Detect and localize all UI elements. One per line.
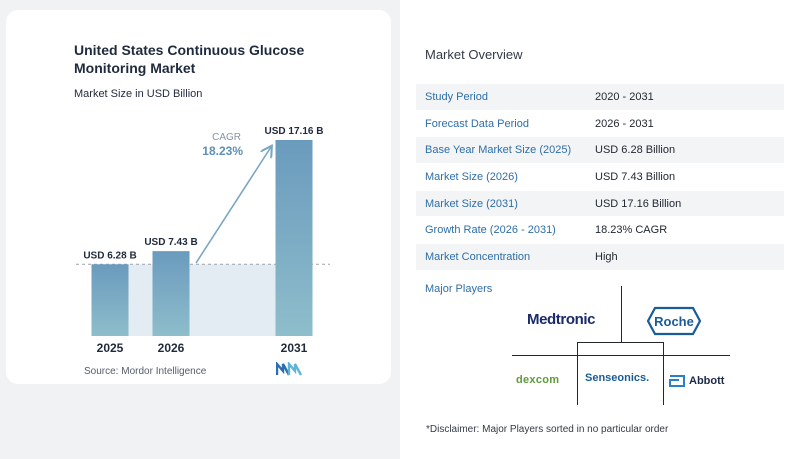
abbott-logo: Abbott [668, 374, 724, 388]
x-tick-2026: 2026 [158, 341, 185, 355]
roche-logo-text: Roche [654, 314, 694, 329]
row-value: 18.23% CAGR [595, 224, 668, 237]
divider [577, 342, 578, 405]
bar-chart: USD 6.28 B 2025 USD 7.43 B 2026 USD 17.16 B 2… [76, 126, 330, 355]
major-players-title: Major Players [425, 283, 493, 295]
bar-2025 [91, 264, 129, 336]
dexcom-logo: dexcom [516, 374, 560, 386]
row-value: USD 7.43 Billion [595, 170, 676, 183]
cagr-value: 18.23% [202, 144, 243, 158]
chart-subtitle: Market Size in USD Billion [74, 88, 203, 100]
overview-row: Growth Rate (2026 - 2031) 18.23% CAGR [416, 217, 784, 245]
data-label-2026: USD 7.43 B [144, 237, 197, 248]
chart-title: United States Continuous Glucose Monitor… [74, 42, 305, 76]
row-label: Market Concentration [425, 250, 531, 263]
x-tick-2031: 2031 [281, 341, 308, 355]
disclaimer: *Disclaimer: Major Players sorted in no … [426, 424, 669, 435]
mordor-intelligence-logo-icon [276, 362, 302, 376]
row-label: Market Size (2026) [425, 170, 518, 183]
data-label-2025: USD 6.28 B [83, 250, 136, 261]
overview-table: Study Period 2020 - 2031 Forecast Data Pe… [416, 84, 784, 271]
overview-row: Forecast Data Period 2026 - 2031 [416, 111, 784, 138]
cagr-label: CAGR [212, 132, 241, 143]
row-label: Growth Rate (2026 - 2031) [425, 224, 556, 237]
bar-2026 [152, 251, 190, 336]
row-value: 2026 - 2031 [595, 117, 654, 130]
overview-row: Base Year Market Size (2025) USD 6.28 Bil… [416, 137, 784, 165]
divider [621, 286, 622, 343]
divider [663, 342, 664, 405]
overview-title: Market Overview [425, 47, 523, 62]
roche-hexagon-icon: Roche [646, 306, 702, 336]
row-value: USD 17.16 Billion [595, 197, 682, 210]
row-label: Market Size (2031) [425, 197, 518, 210]
overview-row: Market Concentration High [416, 244, 784, 271]
row-label: Study Period [425, 90, 488, 103]
roche-logo: Roche [646, 306, 702, 341]
divider [512, 355, 730, 356]
row-value: High [595, 250, 618, 263]
x-tick-2025: 2025 [97, 341, 124, 355]
senseonics-logo: Senseonics. [585, 372, 650, 384]
row-value: USD 6.28 Billion [595, 144, 676, 157]
divider [577, 342, 664, 343]
data-label-2031: USD 17.16 B [265, 126, 324, 137]
overview-row: Market Size (2026) USD 7.43 Billion [416, 164, 784, 191]
baseline-band [128, 264, 276, 336]
overview-panel [400, 0, 800, 459]
row-value: 2020 - 2031 [595, 90, 654, 103]
source-text: Source: Mordor Intelligence [84, 366, 207, 377]
bar-2031 [275, 140, 313, 336]
overview-row: Market Size (2031) USD 17.16 Billion [416, 190, 784, 218]
abbott-logo-text: Abbott [689, 375, 725, 387]
row-label: Forecast Data Period [425, 117, 529, 130]
cagr-arrow [195, 147, 271, 264]
medtronic-logo: Medtronic [527, 311, 596, 328]
overview-row: Study Period 2020 - 2031 [416, 84, 784, 111]
abbott-logo-icon [669, 375, 685, 387]
row-label: Base Year Market Size (2025) [425, 144, 572, 157]
